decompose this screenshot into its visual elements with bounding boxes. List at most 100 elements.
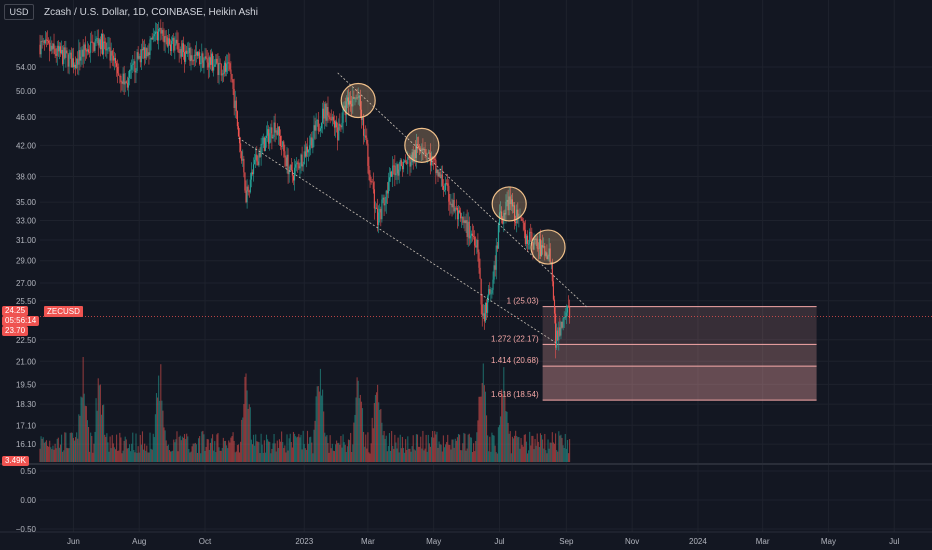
candle-body [511, 199, 513, 207]
volume-bar [112, 443, 114, 462]
volume-bar [121, 453, 123, 462]
volume-bar [506, 411, 508, 462]
candle-body [193, 54, 195, 62]
volume-bar [65, 432, 67, 462]
volume-bar [453, 447, 455, 462]
volume-bar [405, 439, 407, 462]
volume-bar [378, 402, 380, 462]
candle-body [233, 88, 235, 108]
candle-body [319, 128, 321, 131]
volume-bar [89, 451, 91, 462]
volume-bar [125, 439, 127, 462]
candle-body [271, 127, 273, 139]
candle-body [70, 52, 72, 68]
candle-body [73, 64, 76, 68]
volume-bar [317, 386, 319, 462]
volume-bar [91, 435, 93, 462]
volume-bar [488, 451, 490, 462]
volume-bar [538, 447, 540, 462]
volume-bar [151, 449, 153, 462]
volume-bar [535, 445, 537, 462]
candle-body [260, 143, 262, 157]
candle-body [148, 52, 150, 55]
candle-body [292, 175, 295, 181]
volume-bar [83, 393, 85, 462]
volume-bar [64, 432, 66, 462]
candle-body [413, 149, 415, 163]
volume-bar [508, 433, 510, 462]
volume-bar [165, 440, 167, 462]
candle-body [477, 239, 479, 253]
volume-bar [185, 439, 187, 462]
candle-body [171, 40, 173, 51]
y-tick-label: 50.00 [16, 87, 37, 96]
volume-bar [477, 420, 479, 462]
candle-body [290, 164, 292, 171]
candle-body [199, 52, 201, 65]
osc-tick-label: 0.00 [20, 496, 36, 505]
volume-bar [563, 447, 565, 462]
volume-bar [195, 444, 197, 462]
volume-bar [290, 442, 292, 462]
candle-body [265, 135, 268, 138]
volume-bar [332, 450, 334, 462]
candle-body [52, 43, 54, 50]
candle-body [185, 50, 187, 62]
volume-bar [148, 452, 150, 462]
volume-bar [394, 434, 396, 462]
candle-body [192, 60, 194, 62]
volume-bar [388, 433, 391, 462]
candle-body [67, 53, 69, 67]
candle-body [551, 261, 553, 282]
candle-body [381, 199, 383, 220]
candle-body [325, 103, 327, 121]
candle-body [71, 58, 73, 68]
candle-body [419, 147, 421, 150]
volume-bar [413, 449, 415, 462]
candle-body [406, 161, 408, 164]
candle-body [434, 159, 436, 161]
volume-bar [523, 434, 525, 462]
candle-body [95, 38, 97, 42]
candle-body [141, 49, 144, 51]
candle-body [382, 197, 384, 200]
volume-bar [402, 447, 405, 462]
x-tick-label: Jul [494, 537, 504, 546]
currency-button[interactable]: USD [4, 4, 34, 20]
candle-body [392, 165, 394, 177]
volume-bar [43, 442, 45, 462]
volume-bar [565, 448, 567, 462]
candle-body [75, 64, 77, 68]
candle-body [480, 278, 482, 305]
y-tick-label: 54.00 [16, 63, 37, 72]
candle-body [470, 233, 472, 236]
candle-body [94, 41, 96, 51]
volume-bar [536, 433, 538, 462]
candle-body [353, 96, 355, 99]
candle-body [174, 44, 176, 51]
candle-body [45, 39, 48, 41]
candle-body [103, 41, 105, 55]
candle-body [120, 75, 122, 82]
candle-body [323, 108, 325, 119]
candle-body [393, 165, 395, 167]
volume-bar [557, 451, 559, 462]
candle-body [72, 58, 74, 68]
volume-bar [281, 431, 283, 462]
candle-body [69, 52, 71, 55]
x-tick-label: Mar [361, 537, 375, 546]
volume-bar [566, 439, 568, 462]
candle-body [467, 221, 469, 237]
volume-bar [374, 394, 376, 462]
volume-bar [490, 451, 492, 462]
volume-bar [414, 450, 416, 462]
candle-body [242, 158, 244, 161]
volume-bar [500, 416, 502, 462]
volume-bar [345, 452, 347, 462]
volume-bar [364, 446, 366, 462]
volume-bar [188, 449, 190, 462]
volume-bar [519, 448, 521, 462]
candle-body [110, 51, 112, 61]
prev-price-tag: 23.70 [2, 326, 29, 336]
